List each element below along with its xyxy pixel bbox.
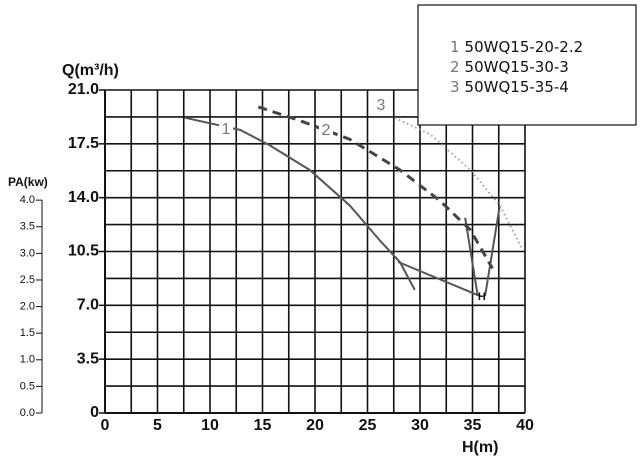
legend-name: 50WQ15-35-4: [465, 78, 569, 96]
y2-tick-label: 1.0: [20, 354, 35, 366]
y-tick-label: 10.5: [68, 243, 99, 260]
y-tick-label: 0: [90, 404, 99, 421]
x-tick-label: 5: [153, 417, 162, 434]
legend-entry: 1 50WQ15-20-2.2: [450, 38, 583, 56]
power-line: [484, 205, 501, 297]
x-tick-label: 35: [464, 417, 482, 434]
y2-tick-label: 0.0: [20, 407, 35, 419]
legend-entry: 3 50WQ15-35-4: [450, 78, 569, 96]
line: [257, 105, 494, 270]
curve-label: 3: [377, 97, 386, 114]
power-line: [397, 260, 481, 297]
x-tick-label: 25: [359, 417, 377, 434]
y2-tick-label: 3.5: [20, 221, 35, 233]
x-tick-label: 20: [306, 417, 324, 434]
x-tick-label: 30: [411, 417, 429, 434]
y-tick-label: 7.0: [77, 297, 99, 314]
power-line: [464, 217, 479, 297]
y2-tick-label: 0.5: [20, 380, 35, 392]
x-tick-label: 40: [516, 417, 534, 434]
legend-number: 2: [450, 58, 460, 76]
legend-entry: 2 50WQ15-30-3: [450, 58, 569, 76]
x-tick-label: 0: [101, 417, 110, 434]
y2-tick-label: 3.0: [20, 247, 35, 259]
y-tick-label: 17.5: [68, 135, 99, 152]
y2-tick-label: 4.0: [20, 194, 35, 206]
y-tick-label: 14.0: [68, 189, 99, 206]
x-tick-label: 15: [254, 417, 272, 434]
line: [184, 116, 416, 291]
y-axis-label: Q(m³/h): [62, 62, 119, 79]
x-axis-label: H(m): [462, 439, 498, 456]
curve-label: 2: [322, 122, 331, 139]
legend-name: 50WQ15-20-2.2: [465, 38, 584, 56]
legend-number: 3: [450, 78, 460, 96]
annotation: H: [478, 291, 486, 303]
y2-tick-label: 2.5: [20, 274, 35, 286]
x-tick-label: 10: [201, 417, 219, 434]
curve-label-bg: [219, 120, 233, 140]
y2-tick-label: 1.5: [20, 327, 35, 339]
line: [394, 116, 523, 249]
curve-label-bg: [374, 96, 388, 116]
curve-label: 1: [222, 121, 231, 138]
y2-axis-label: PA(kw): [8, 175, 48, 189]
y-tick-label: 21.0: [68, 81, 99, 98]
y-tick-label: 3.5: [77, 350, 99, 367]
legend-name: 50WQ15-30-3: [465, 58, 569, 76]
y2-tick-label: 2.0: [20, 300, 35, 312]
legend-number: 1: [450, 38, 460, 56]
curve-label-bg: [319, 121, 333, 141]
legend-box: [417, 4, 637, 126]
